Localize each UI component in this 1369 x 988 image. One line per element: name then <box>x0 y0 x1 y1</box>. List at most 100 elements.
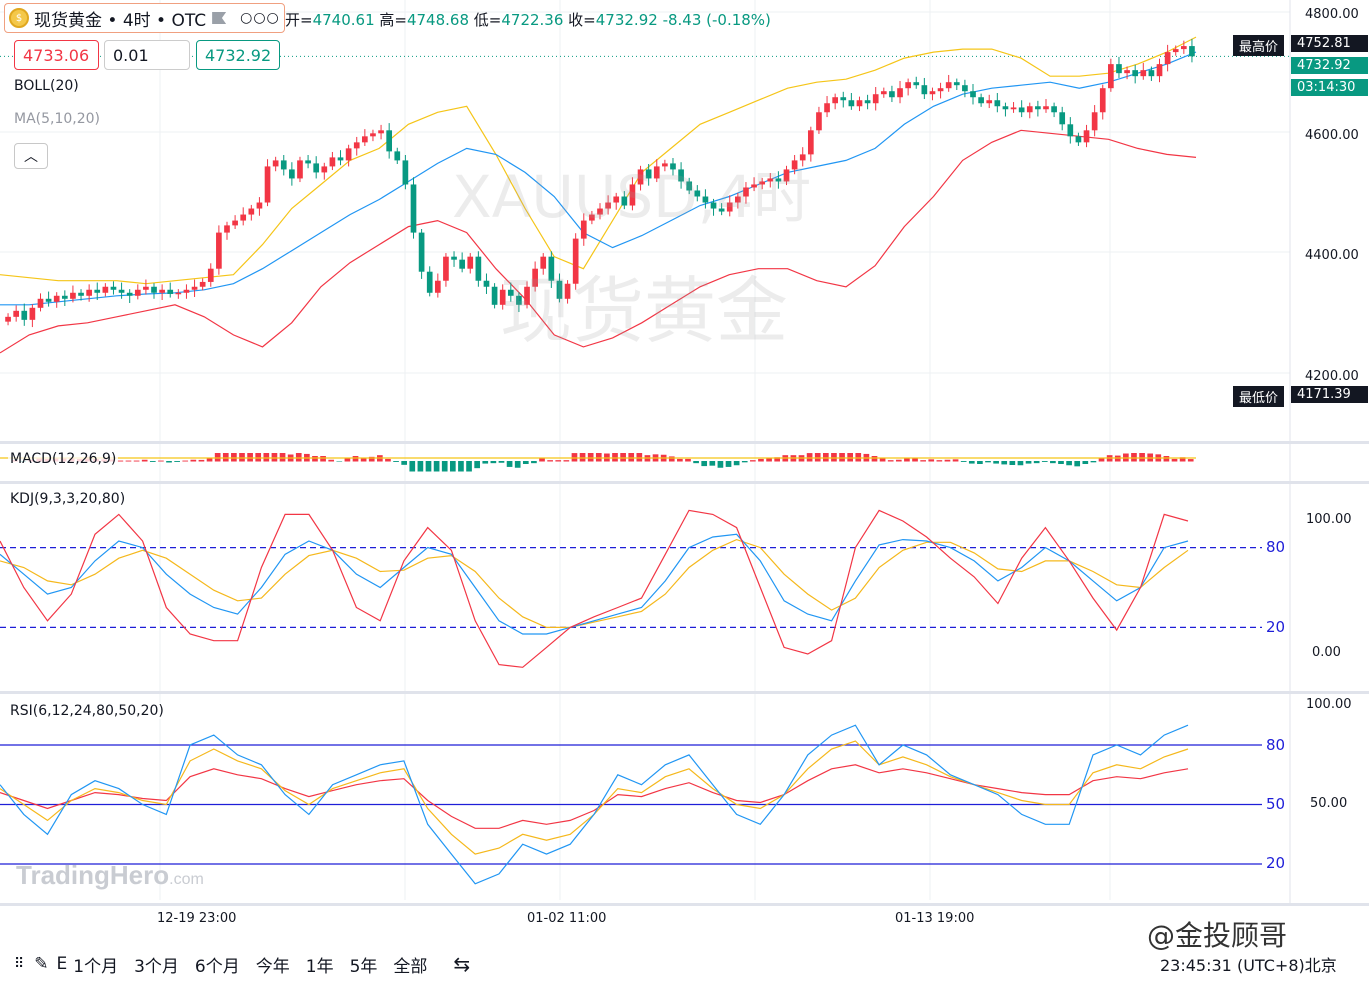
candle-body <box>613 196 620 203</box>
boll-indicator-label[interactable]: BOLL(20) <box>14 78 79 94</box>
kdj-j-line <box>0 509 1189 668</box>
macd-bar <box>401 461 408 465</box>
candle-body <box>572 238 579 284</box>
candle-body <box>580 220 587 239</box>
candle-body <box>499 289 506 305</box>
macd-indicator-label[interactable]: MACD(12,26,9) <box>8 451 119 467</box>
candle-body <box>986 100 993 104</box>
macd-bar <box>125 460 132 462</box>
macd-bar <box>312 456 318 462</box>
candle-body <box>921 85 928 95</box>
candle-body <box>70 292 76 299</box>
macd-bar <box>1025 461 1032 464</box>
candle-body <box>264 166 271 203</box>
boll-lower-line <box>0 129 1197 354</box>
sell-price-button[interactable]: 4733.06 <box>14 40 99 70</box>
grip-icon[interactable]: ⠿ <box>14 956 25 972</box>
macd-bar <box>158 460 164 462</box>
ellipsis-icon[interactable]: ○○○ <box>240 10 280 26</box>
collapse-indicators-button[interactable]: ︿ <box>14 143 48 169</box>
candle-body <box>167 289 174 294</box>
last-price-tag: 4732.92 <box>1291 57 1368 74</box>
candle-body <box>337 157 344 161</box>
macd-bar <box>1139 453 1145 462</box>
macd-bar <box>1009 461 1016 465</box>
macd-bar <box>182 460 189 462</box>
chart-canvas[interactable] <box>0 0 1369 940</box>
macd-bar <box>141 459 148 462</box>
lot-size-input[interactable]: 0.01 <box>104 40 190 70</box>
candle-body <box>524 286 530 305</box>
macd-bar <box>1001 461 1008 465</box>
macd-bar <box>758 458 764 462</box>
macd-bar <box>620 453 626 462</box>
range-all[interactable]: 全部 <box>393 956 428 977</box>
range-1y[interactable]: 1年 <box>305 956 334 977</box>
macd-bar <box>433 461 440 472</box>
kdj-indicator-label[interactable]: KDJ(9,3,3,20,80) <box>8 491 128 507</box>
compare-range-icon[interactable]: ⇆ <box>453 952 471 976</box>
kdj-k-line <box>0 533 1189 635</box>
price-tick: 4200.00 <box>1305 369 1359 384</box>
candle-body <box>143 286 149 290</box>
candle-body <box>248 208 255 215</box>
candle-body <box>410 184 417 233</box>
candle-body <box>637 169 644 185</box>
candle-body <box>702 196 709 203</box>
pane-separator <box>0 481 1369 484</box>
range-1m[interactable]: 1个月 <box>73 956 119 977</box>
candle-body <box>1075 136 1082 143</box>
macd-bar <box>806 453 813 462</box>
clock-timezone[interactable]: 23:45:31 (UTC+8)北京 <box>1160 956 1337 975</box>
ma-indicator-label[interactable]: MA(5,10,20) <box>14 111 101 127</box>
candle-body <box>434 280 441 293</box>
candle-body <box>159 289 165 293</box>
macd-bar <box>928 459 935 462</box>
ohlc-readout: 开=4740.61 高=4748.68 低=4722.36 收=4732.92 … <box>285 11 771 29</box>
macd-bar <box>912 458 918 462</box>
candlestick-series <box>5 38 1195 328</box>
candle-body <box>491 286 498 305</box>
range-5y[interactable]: 5年 <box>349 956 378 977</box>
candle-body <box>913 82 920 86</box>
macd-bar <box>474 461 480 469</box>
range-3m[interactable]: 3个月 <box>134 956 179 977</box>
candle-body <box>21 310 28 320</box>
candle-body <box>889 91 895 98</box>
candle-body <box>605 202 611 209</box>
candle-body <box>345 148 352 161</box>
candle-body <box>467 256 474 269</box>
candle-body <box>272 160 279 167</box>
candle-body <box>564 283 571 299</box>
candle-body <box>840 97 847 101</box>
chart-grid <box>0 0 1290 900</box>
macd-bar <box>741 461 748 463</box>
candle-body <box>475 256 482 281</box>
macd-bar <box>198 459 205 462</box>
candle-body <box>297 160 303 179</box>
macd-bar <box>895 459 902 462</box>
candle-body <box>459 259 465 269</box>
drawing-tool-icon[interactable]: ✎ <box>34 954 49 974</box>
candle-body <box>386 130 393 152</box>
symbol-selector[interactable]: $ 现货黄金 • 4时 • OTC ○○○ <box>4 3 285 33</box>
candle-body <box>118 289 125 293</box>
range-6m[interactable]: 6个月 <box>194 956 240 977</box>
candle-body <box>994 100 1001 107</box>
candle-body <box>848 100 855 107</box>
macd-bar <box>1058 461 1064 464</box>
candle-body <box>645 169 652 179</box>
macd-bar <box>920 460 926 462</box>
range-ytd[interactable]: 今年 <box>255 956 290 977</box>
rsi-indicator-label[interactable]: RSI(6,12,24,80,50,20) <box>8 703 166 719</box>
candle-body <box>807 130 814 155</box>
macd-bar <box>271 453 278 462</box>
range-partial[interactable]: E <box>56 954 68 974</box>
buy-price-button[interactable]: 4732.92 <box>196 40 280 70</box>
candle-body <box>305 160 311 164</box>
high-price-value: 4752.81 <box>1291 35 1368 52</box>
bottom-toolbar: ⠿ ✎ E 1个月 3个月 6个月 今年 1年 5年 全部 ⇆ 23:45:31… <box>0 940 1369 988</box>
candle-body <box>824 103 830 113</box>
candle-body <box>799 154 806 161</box>
macd-bar <box>871 456 878 462</box>
